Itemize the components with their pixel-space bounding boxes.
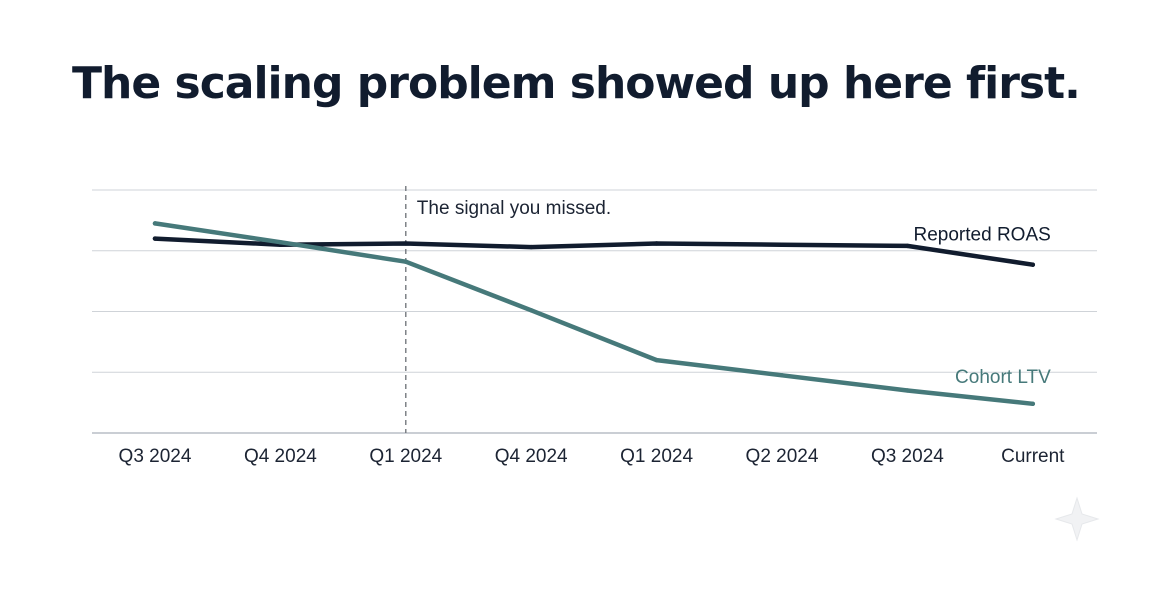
data-point-cohort-ltv <box>529 308 534 313</box>
x-tick-label: Q1 2024 <box>369 446 442 467</box>
x-tick-label: Q4 2024 <box>495 446 568 467</box>
x-axis-ticks: Q3 2024 Q4 2024 Q1 2024 Q4 2024 Q1 2024 Q2 20… <box>119 446 1066 467</box>
data-point-reported-roas <box>152 236 158 241</box>
gridlines <box>92 189 1097 434</box>
x-tick-label: Current <box>1001 446 1065 467</box>
x-tick-label: Q3 2024 <box>119 446 192 467</box>
data-point-reported-roas <box>403 241 408 246</box>
data-point-reported-roas <box>779 242 785 247</box>
x-tick-label: Q3 2024 <box>871 446 944 467</box>
x-tick-label: Q4 2024 <box>244 446 317 467</box>
sparkle-icon <box>1054 496 1100 542</box>
series-label-cohort-ltv: Cohort LTV <box>955 367 1051 388</box>
data-point-reported-roas <box>905 243 910 249</box>
annotation-text: The signal you missed. <box>417 198 611 219</box>
data-point-cohort-ltv <box>403 259 408 264</box>
data-point-cohort-ltv <box>152 221 158 226</box>
x-tick-label: Q2 2024 <box>746 446 819 467</box>
data-point-cohort-ltv <box>654 357 659 363</box>
data-point-reported-roas <box>654 241 659 246</box>
series-label-reported-roas: Reported ROAS <box>914 225 1051 246</box>
series-line-cohort-ltv <box>152 221 1036 407</box>
x-tick-label: Q1 2024 <box>620 446 693 467</box>
data-point-cohort-ltv <box>1030 401 1036 407</box>
data-point-reported-roas <box>1030 262 1036 267</box>
series-labels: Reported ROAS Cohort LTV <box>914 225 1052 388</box>
series-lines <box>152 221 1036 407</box>
annotation-group: The signal you missed. <box>405 186 611 433</box>
data-point-reported-roas <box>529 244 534 250</box>
chart-title: The scaling problem showed up here first… <box>72 58 1081 109</box>
data-point-cohort-ltv <box>278 240 283 245</box>
data-point-cohort-ltv <box>779 373 785 378</box>
data-point-cohort-ltv <box>905 388 910 393</box>
